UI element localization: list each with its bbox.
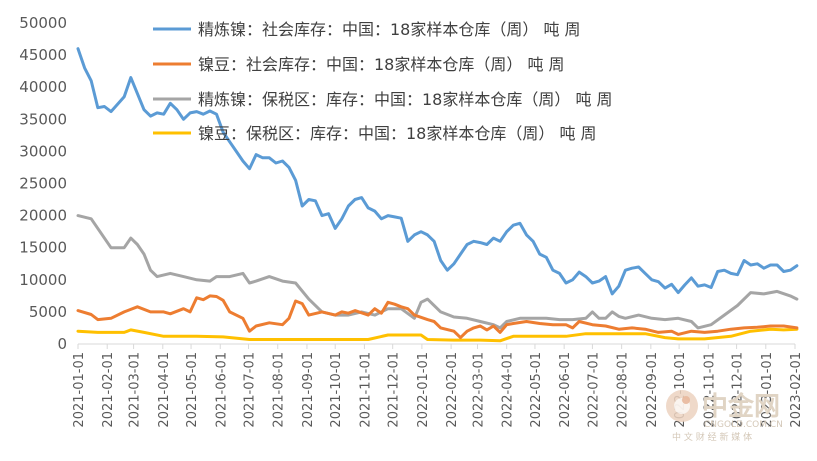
x-tick-label: 2022-05-01 [529,352,544,428]
x-tick-label: 2022-01-01 [416,352,431,428]
x-tick-label: 2023-01-01 [760,352,775,428]
y-tick-label: 15000 [19,239,67,257]
x-tick-label: 2021-07-01 [243,352,258,428]
y-tick-label: 25000 [19,175,67,193]
x-tick-label: 2021-12-01 [387,352,402,428]
legend-label-4: 镍豆：保税区：库存：中国：18家样本仓库（周） 吨 周 [198,124,597,143]
x-tick-label: 2022-12-01 [731,352,746,428]
watermark-subtext: CNGOLD.COM.CN [704,420,783,430]
series-line-1 [76,47,799,296]
x-axis: 2021-01-01 2021-02-01 2021-03-01 2021-04-01… [72,343,804,428]
x-tick-label: 2021-01-01 [72,352,87,428]
x-tick-label: 2021-02-01 [101,352,116,428]
y-tick-label: 20000 [19,207,67,225]
x-tick-label: 2021-03-01 [128,352,143,428]
plot-area [76,47,799,343]
x-tick-label: 2022-06-01 [558,352,573,428]
x-tick-label: 2022-07-01 [586,352,601,428]
series-line-4 [76,327,799,343]
x-tick-label: 2022-04-01 [501,352,516,428]
legend-label-2: 镍豆：社会库存：中国：18家样本仓库（周） 吨 周 [198,55,565,74]
x-tick-label: 2021-10-01 [329,352,344,428]
y-tick-label: 50000 [19,14,67,32]
x-tick-label: 2021-09-01 [301,352,316,428]
legend-label-1: 精炼镍：社会库存：中国：18家样本仓库（周） 吨 周 [198,20,581,39]
series-line-3 [76,214,799,330]
x-tick-label: 2022-11-01 [702,352,717,428]
x-tick-label: 2021-08-01 [272,352,287,428]
x-tick-label: 2022-09-01 [645,352,660,428]
watermark-logo-text: 中金网 [702,391,780,422]
x-tick-label: 2021-11-01 [358,352,373,428]
y-tick-label: 5000 [29,303,67,321]
legend-label-3: 精炼镍：保税区：库存：中国：18家样本仓库（周） 吨 周 [198,90,613,109]
series-line-2 [76,294,799,340]
y-tick-label: 10000 [19,271,67,289]
y-tick-label: 40000 [19,78,67,96]
y-tick-label: 30000 [19,142,67,160]
x-tick-label: 2021-06-01 [214,352,229,428]
watermark: 中金网 CNGOLD.COM.CN 中 文 财 经 新 媒 体 [666,390,783,443]
y-tick-label: 45000 [19,46,67,64]
y-tick-label: 35000 [19,110,67,128]
y-tick-label: 0 [57,335,67,353]
watermark-tagline: 中 文 财 经 新 媒 体 [672,431,752,443]
x-tick-label: 2021-05-01 [185,352,200,428]
y-axis: 0 5000 10000 15000 20000 25000 30000 35000 40000… [19,14,67,353]
x-tick-label: 2022-08-01 [616,352,631,428]
x-tick-label: 2022-03-01 [471,352,486,428]
legend: 精炼镍：社会库存：中国：18家样本仓库（周） 吨 周镍豆：社会库存：中国：18家… [153,20,613,143]
x-tick-label: 2022-02-01 [445,352,460,428]
x-tick-label: 2023-02-01 [789,352,804,428]
watermark-logo-icon [666,390,698,422]
x-tick-label: 2021-04-01 [157,352,172,428]
